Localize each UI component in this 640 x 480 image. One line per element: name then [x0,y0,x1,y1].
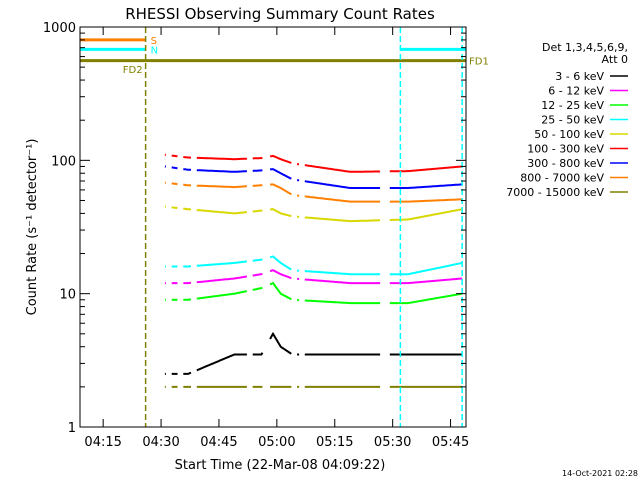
y-axis-label: Count Rate (s⁻¹ detector⁻¹) [25,139,40,316]
x-tick-label: 04:30 [142,435,179,450]
flag-label: S [151,36,157,47]
x-tick-label: 05:45 [432,435,469,450]
x-tick-label: 04:15 [84,435,121,450]
series-line-7 [164,181,463,203]
y-tick-label: 10 [59,288,76,303]
x-tick-label: 05:15 [316,435,353,450]
flag-layer: SN FD1 FD2 [80,27,489,427]
legend-header: Det 1,3,4,5,6,9, [542,41,628,54]
series-line-2 [164,281,463,305]
legend-label: 50 - 100 keV [534,128,604,141]
series-line-1 [164,269,463,285]
legend-label: 300 - 800 keV [527,157,604,170]
series-line-6 [164,165,463,189]
series-line-4 [164,205,463,223]
x-tick-label: 05:00 [258,435,295,450]
legend-label: 800 - 7000 keV [520,172,604,185]
series-line-0 [164,331,463,375]
timestamp: 14-Oct-2021 02:28 [562,469,638,478]
legend-label: 3 - 6 keV [555,70,604,83]
legend-header: Att 0 [602,53,628,66]
flag-label: FD1 [469,57,489,68]
series-line-5 [164,153,463,173]
x-tick-label: 05:30 [374,435,411,450]
legend: Det 1,3,4,5,6,9,Att 0 3 - 6 keV 6 - 12 keV… [506,41,628,199]
series-layer [164,153,463,388]
x-tick-label: 04:45 [200,435,237,450]
plot-frame [79,26,467,428]
axis-ticks: 04:15 04:30 04:45 05:00 05:15 05:30 05:45 1 10 10… [43,21,469,450]
x-axis-label: Start Time (22-Mar-08 04:09:22) [175,458,386,473]
y-tick-label: 1 [68,421,76,436]
flag-label: N [151,45,158,56]
legend-label: 100 - 300 keV [527,143,604,156]
legend-label: 7000 - 15000 keV [506,186,604,199]
chart-title: RHESSI Observing Summary Count Rates [125,5,435,23]
marker-label: FD2 [123,65,143,76]
y-tick-label: 1000 [43,21,76,36]
series-line-3 [164,255,463,276]
legend-label: 12 - 25 keV [541,99,604,112]
legend-label: 6 - 12 keV [548,85,604,98]
legend-label: 25 - 50 keV [541,114,604,127]
y-tick-label: 100 [51,154,76,169]
